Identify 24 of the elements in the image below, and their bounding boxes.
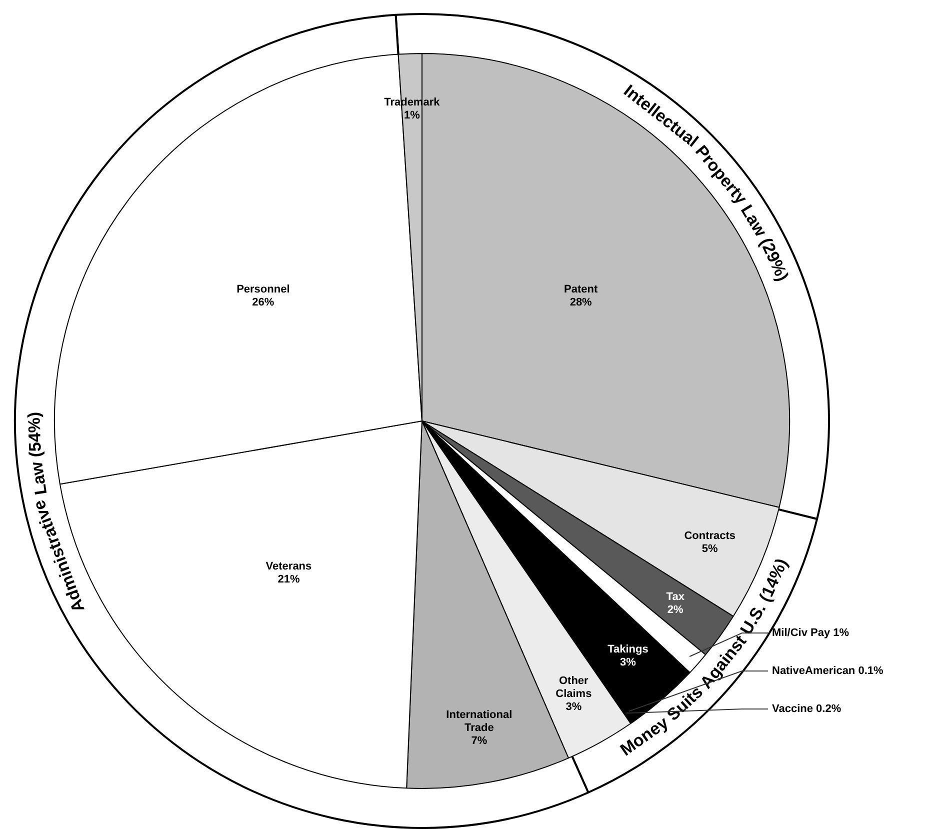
slice-label: Vaccine: [772, 703, 813, 716]
slice-label: Tax: [666, 591, 686, 604]
slice-label: Personnel: [236, 284, 290, 296]
slice-label: Other Claims: [556, 675, 592, 700]
data-label: 1%: [404, 109, 420, 122]
data-label: 0.2%: [816, 703, 842, 716]
data-label: 21%: [278, 573, 300, 586]
slice-label: Veterans: [266, 560, 312, 572]
slice-label: NativeAmerican: [772, 665, 856, 678]
slice-label: Patent: [564, 284, 598, 296]
slice-label: International Trade: [446, 709, 512, 734]
data-label: 28%: [570, 296, 592, 309]
data-label: 2%: [667, 604, 684, 616]
slice-label: Mil/Civ Pay: [772, 627, 831, 640]
data-label: (54%): [24, 412, 46, 458]
data-label: 26%: [252, 296, 274, 309]
slice-label: Contracts: [684, 530, 736, 542]
data-label: 1%: [833, 627, 850, 640]
data-label: 3%: [566, 701, 582, 714]
data-label: 7%: [471, 735, 488, 748]
slice-label: Takings: [608, 643, 648, 656]
data-label: 3%: [620, 656, 636, 668]
data-label: 0.1%: [858, 665, 884, 678]
data-label: 5%: [702, 542, 718, 555]
